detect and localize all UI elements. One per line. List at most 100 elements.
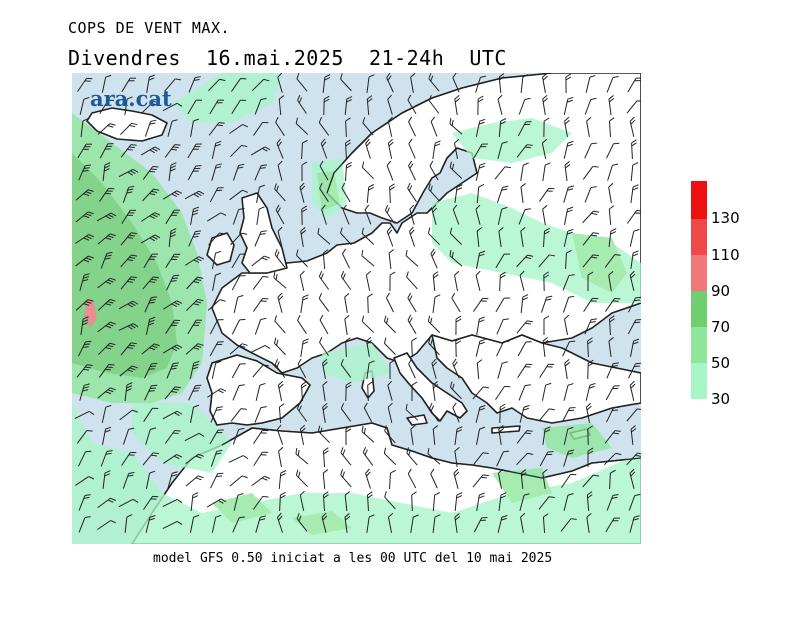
color-legend [691, 181, 707, 399]
wind-barb [449, 117, 463, 135]
wind-barb [118, 323, 139, 331]
wind-barb [430, 248, 438, 269]
wind-barb [518, 97, 531, 115]
wind-barb [542, 468, 548, 489]
wind-barb [101, 404, 112, 423]
wind-barb [473, 143, 488, 159]
wind-barb [211, 250, 222, 269]
wind-barb [184, 432, 205, 442]
wind-barb [411, 337, 417, 358]
wind-barb [431, 204, 438, 225]
wind-barb [475, 75, 487, 93]
wind-barb [165, 319, 181, 334]
wind-barb [101, 74, 112, 93]
wind-barb [277, 512, 283, 533]
wind-barb [208, 78, 226, 92]
wind-barb [322, 358, 328, 379]
legend-seg-70-90 [691, 291, 707, 327]
wind-barb [563, 185, 575, 203]
wind-barb [495, 385, 511, 400]
wind-barb [498, 424, 505, 445]
wind-barb [186, 276, 204, 290]
wind-barb [520, 162, 529, 181]
wind-barb [629, 515, 640, 533]
wind-barb [408, 138, 416, 159]
wind-barb [367, 293, 373, 314]
wind-barb [187, 143, 202, 159]
wind-barb [363, 402, 373, 423]
wind-barb [626, 100, 641, 114]
wind-barb [604, 452, 622, 466]
wind-barb [630, 250, 639, 269]
wind-barb [608, 117, 615, 138]
wind-barb [142, 188, 160, 202]
wind-barb [454, 447, 460, 467]
wind-barb [345, 337, 351, 358]
wind-barb [300, 294, 309, 313]
wind-barb [231, 363, 246, 379]
wind-barb [454, 513, 461, 533]
wind-barb [187, 165, 202, 181]
wind-barb [405, 249, 419, 267]
wind-barb [210, 472, 224, 489]
wind-barb [212, 272, 222, 291]
wind-barb [409, 204, 415, 225]
wind-barb [144, 362, 158, 379]
wind-barb [497, 361, 508, 379]
wind-barb [319, 160, 329, 181]
wind-barb [565, 73, 572, 94]
wind-barb [585, 74, 596, 93]
wind-barb [142, 452, 159, 466]
wind-barb [78, 494, 91, 511]
wind-barb [606, 142, 620, 159]
wind-barb [608, 228, 617, 248]
wind-barb [185, 298, 204, 312]
wind-barb [561, 407, 576, 423]
wind-barb [78, 340, 92, 357]
wind-barb [231, 99, 247, 115]
wind-barb [472, 474, 489, 488]
wind-barb [386, 160, 394, 181]
wind-barb [427, 227, 440, 246]
wind-barb [278, 403, 285, 424]
wind-barb [542, 162, 551, 181]
wind-barb [584, 142, 598, 159]
wind-barb [430, 116, 438, 137]
wind-barb [99, 99, 115, 115]
wind-barb [406, 271, 418, 290]
wind-barb [299, 490, 305, 511]
wind-barb [344, 96, 353, 116]
wind-barb [454, 270, 460, 291]
wind-barb [520, 469, 527, 490]
wind-barb [275, 204, 285, 225]
wind-barb [142, 166, 159, 180]
wind-barb [340, 359, 352, 378]
wind-barb [190, 118, 199, 137]
wind-barb [251, 255, 270, 267]
wind-barb [317, 425, 330, 444]
wind-barb [454, 492, 463, 512]
wind-barb [320, 138, 328, 159]
wind-barb [274, 249, 286, 268]
wind-barb [297, 94, 307, 114]
wind-barb [163, 454, 183, 464]
wind-barb [296, 513, 308, 532]
wind-barb [496, 450, 510, 467]
wind-barb [322, 469, 329, 490]
wind-barb [383, 337, 396, 356]
wind-barb [166, 274, 180, 291]
wind-barb [100, 251, 113, 269]
wind-barb [209, 187, 224, 203]
wind-barb [476, 184, 485, 204]
wind-barb [542, 94, 548, 115]
model-info: model GFS 0.50 iniciat a les 00 UTC del … [153, 551, 553, 566]
wind-barb [252, 364, 270, 378]
wind-barb [253, 451, 269, 467]
wind-barb [542, 227, 550, 248]
wind-barb [255, 382, 266, 401]
wind-barb [605, 385, 620, 401]
wind-barb [585, 382, 596, 401]
wind-barb [476, 359, 483, 380]
wind-barb [631, 139, 637, 160]
wind-barb [321, 204, 327, 225]
